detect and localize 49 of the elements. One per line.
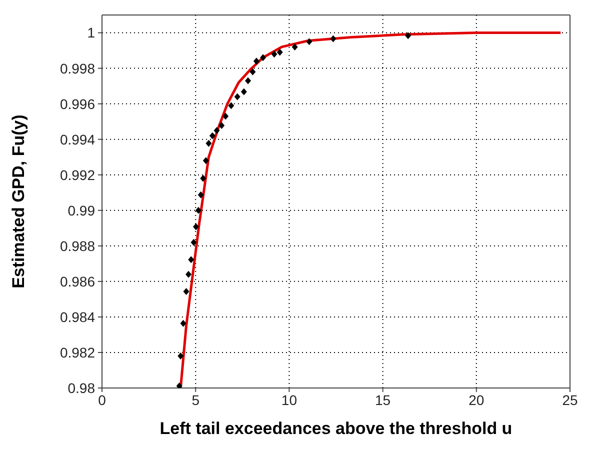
point (276, 48, 283, 56)
x-tick-label: 15 (375, 392, 391, 408)
point (260, 54, 266, 62)
y-tick-label: 0.988 (60, 238, 96, 254)
point (234, 93, 240, 100)
point (271, 50, 278, 58)
point (405, 32, 412, 40)
y-tick-label: 0.994 (60, 131, 96, 148)
x-tick-label: 20 (468, 392, 484, 408)
point (240, 88, 247, 96)
point (253, 58, 260, 65)
point (200, 174, 206, 182)
y-tick-label: 0.992 (60, 166, 96, 183)
y-tick-label: 0.982 (60, 344, 96, 360)
point (185, 270, 192, 278)
point (190, 238, 197, 246)
y-tick-label: 0.98 (68, 380, 96, 396)
point (188, 256, 194, 264)
point (192, 223, 199, 230)
point (206, 140, 212, 147)
y-tick-label: 0.986 (60, 273, 96, 290)
x-tick-label: 25 (562, 392, 578, 408)
point (228, 102, 234, 110)
y-tick-label: 1 (87, 24, 96, 41)
point (198, 191, 204, 198)
point (209, 132, 216, 140)
point (330, 35, 336, 42)
point (250, 68, 256, 76)
point (214, 126, 220, 134)
y-axis-title: Estimated GPD, Fu(y) (9, 114, 28, 288)
point (218, 122, 225, 129)
point (178, 352, 184, 360)
y-tick-label: 0.998 (60, 60, 96, 76)
point (222, 112, 229, 120)
point (176, 382, 182, 388)
y-tick-label: 0.996 (60, 96, 96, 112)
point (202, 157, 209, 164)
x-axis-title: Left tail exceedances above the threshold u (160, 419, 512, 438)
y-tick-label: 0.99 (68, 202, 96, 218)
point (245, 77, 252, 84)
x-tick-label: 5 (192, 392, 200, 408)
point (183, 288, 190, 296)
y-tick-label: 0.984 (60, 308, 96, 325)
x-tick-label: 10 (281, 392, 298, 408)
point (292, 43, 298, 50)
point (180, 320, 186, 327)
point (306, 38, 312, 46)
x-tick-label: 0 (98, 392, 106, 408)
point (195, 206, 202, 214)
